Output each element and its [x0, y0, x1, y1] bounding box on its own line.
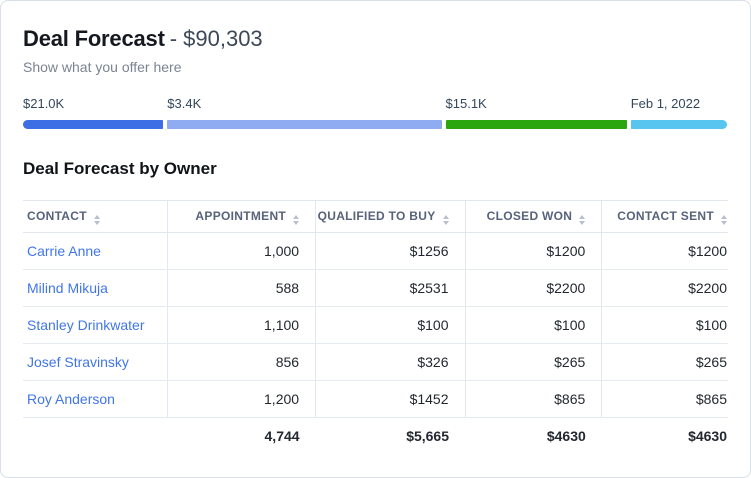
sort-icon[interactable] — [721, 214, 727, 225]
contact-cell: Milind Mikuja — [23, 269, 169, 307]
column-header-label: APPOINTMENT — [195, 208, 287, 223]
closed-won-cell: $865 — [465, 380, 603, 418]
column-header-contact[interactable]: CONTACT — [23, 200, 169, 233]
sort-icon[interactable] — [93, 214, 100, 225]
funnel-bar — [23, 120, 728, 129]
sort-icon[interactable] — [579, 214, 586, 225]
qualified-to-buy-cell: $1452 — [315, 380, 466, 418]
total-closed-won: $4630 — [546, 427, 586, 444]
table-row-milind-mikuja: Milind Mikuja 588 $2531 $2200 $2200 — [23, 269, 728, 307]
qualified-to-buy-cell: $326 — [315, 343, 466, 381]
appointment-cell: 588 — [167, 269, 317, 307]
column-header-label: QUALIFIED TO BUY — [317, 208, 436, 223]
page-title: Deal Forecast - $90,303 — [23, 26, 728, 52]
contact-sent-cell: $100 — [601, 306, 728, 344]
funnel-labels: $21.0K $3.4K $15.1K Feb 1, 2022 — [23, 96, 728, 112]
closed-won-cell: $2200 — [465, 269, 603, 307]
funnel-segment-label-15-1k: $15.1K — [445, 96, 487, 111]
appointment-cell: 1,000 — [167, 232, 317, 270]
contact-link-carrie-anne[interactable]: Carrie Anne — [27, 243, 101, 259]
qualified-to-buy-cell: $2531 — [315, 269, 466, 307]
report-subtitle: Show what you offer here — [23, 59, 182, 75]
funnel-segment-15-1k[interactable] — [445, 120, 627, 129]
appointment-cell: 1,200 — [167, 380, 317, 418]
funnel-segment-label-feb-1-2022: Feb 1, 2022 — [630, 96, 701, 111]
contact-cell: Josef Stravinsky — [23, 343, 169, 381]
appointment-cell: 1,100 — [167, 306, 317, 344]
contact-sent-cell: $265 — [601, 343, 728, 381]
contact-sent-cell: $865 — [601, 380, 728, 418]
funnel-segment-label-21-0k: $21.0K — [23, 96, 65, 111]
qualified-to-buy-cell: $100 — [315, 306, 466, 344]
totals-row: 4,744 $5,665 $4630 $4630 — [23, 418, 728, 454]
contact-link-milind-mikuja[interactable]: Milind Mikuja — [27, 280, 108, 296]
report-title: Deal Forecast — [23, 26, 165, 51]
total-contact-sent: $4630 — [688, 427, 727, 444]
table-row-roy-anderson: Roy Anderson 1,200 $1452 $865 $865 — [23, 380, 728, 418]
closed-won-cell: $100 — [465, 306, 603, 344]
table-row-carrie-anne: Carrie Anne 1,000 $1256 $1200 $1200 — [23, 232, 728, 270]
table-title: Deal Forecast by Owner — [23, 159, 217, 178]
column-header-closed-won[interactable]: CLOSED WON — [465, 200, 603, 233]
column-header-contact-sent[interactable]: CONTACT SENT — [601, 200, 728, 233]
column-header-label: CLOSED WON — [486, 208, 573, 223]
appointment-cell: 856 — [167, 343, 317, 381]
funnel-segment-21-0k[interactable] — [23, 120, 164, 129]
contact-link-josef-stravinsky[interactable]: Josef Stravinsky — [27, 354, 129, 370]
funnel-segment-label-3-4k: $3.4K — [167, 96, 202, 111]
closed-won-cell: $1200 — [465, 232, 603, 270]
column-header-qualified-to-buy[interactable]: QUALIFIED TO BUY — [315, 200, 466, 233]
column-header-label: CONTACT SENT — [617, 208, 714, 223]
deal-forecast-table: CONTACT APPOINTMENT QUALIFIED TO BUY CLOSED… — [23, 200, 728, 454]
closed-won-cell: $265 — [465, 343, 603, 381]
contact-link-roy-anderson[interactable]: Roy Anderson — [27, 391, 115, 407]
sort-icon[interactable] — [293, 214, 300, 225]
contact-link-stanley-drinkwater[interactable]: Stanley Drinkwater — [27, 317, 145, 333]
contact-sent-cell: $2200 — [601, 269, 728, 307]
funnel-segment-feb-1-2022[interactable] — [630, 120, 728, 129]
column-header-label: CONTACT — [27, 208, 87, 223]
total-qualified-to-buy: $5,665 — [406, 427, 450, 444]
column-header-appointment[interactable]: APPOINTMENT — [167, 200, 317, 233]
contact-cell: Roy Anderson — [23, 380, 169, 418]
qualified-to-buy-cell: $1256 — [315, 232, 466, 270]
contact-sent-cell: $1200 — [601, 232, 728, 270]
contact-cell: Carrie Anne — [23, 232, 169, 270]
table-row-josef-stravinsky: Josef Stravinsky 856 $326 $265 $265 — [23, 343, 728, 381]
sort-icon[interactable] — [442, 214, 449, 225]
total-appointment: 4,744 — [264, 427, 300, 444]
funnel-segment-3-4k[interactable] — [167, 120, 442, 129]
contact-cell: Stanley Drinkwater — [23, 306, 169, 344]
funnel-section: $21.0K $3.4K $15.1K Feb 1, 2022 — [23, 96, 728, 129]
table-row-stanley-drinkwater: Stanley Drinkwater 1,100 $100 $100 $100 — [23, 306, 728, 344]
table-body: Carrie Anne 1,000 $1256 $1200 $1200 Milind Mi… — [23, 232, 728, 418]
total-contact — [23, 418, 168, 454]
report-total-value: - $90,303 — [169, 26, 263, 51]
table-header-row: CONTACT APPOINTMENT QUALIFIED TO BUY CLOSED… — [23, 200, 728, 233]
